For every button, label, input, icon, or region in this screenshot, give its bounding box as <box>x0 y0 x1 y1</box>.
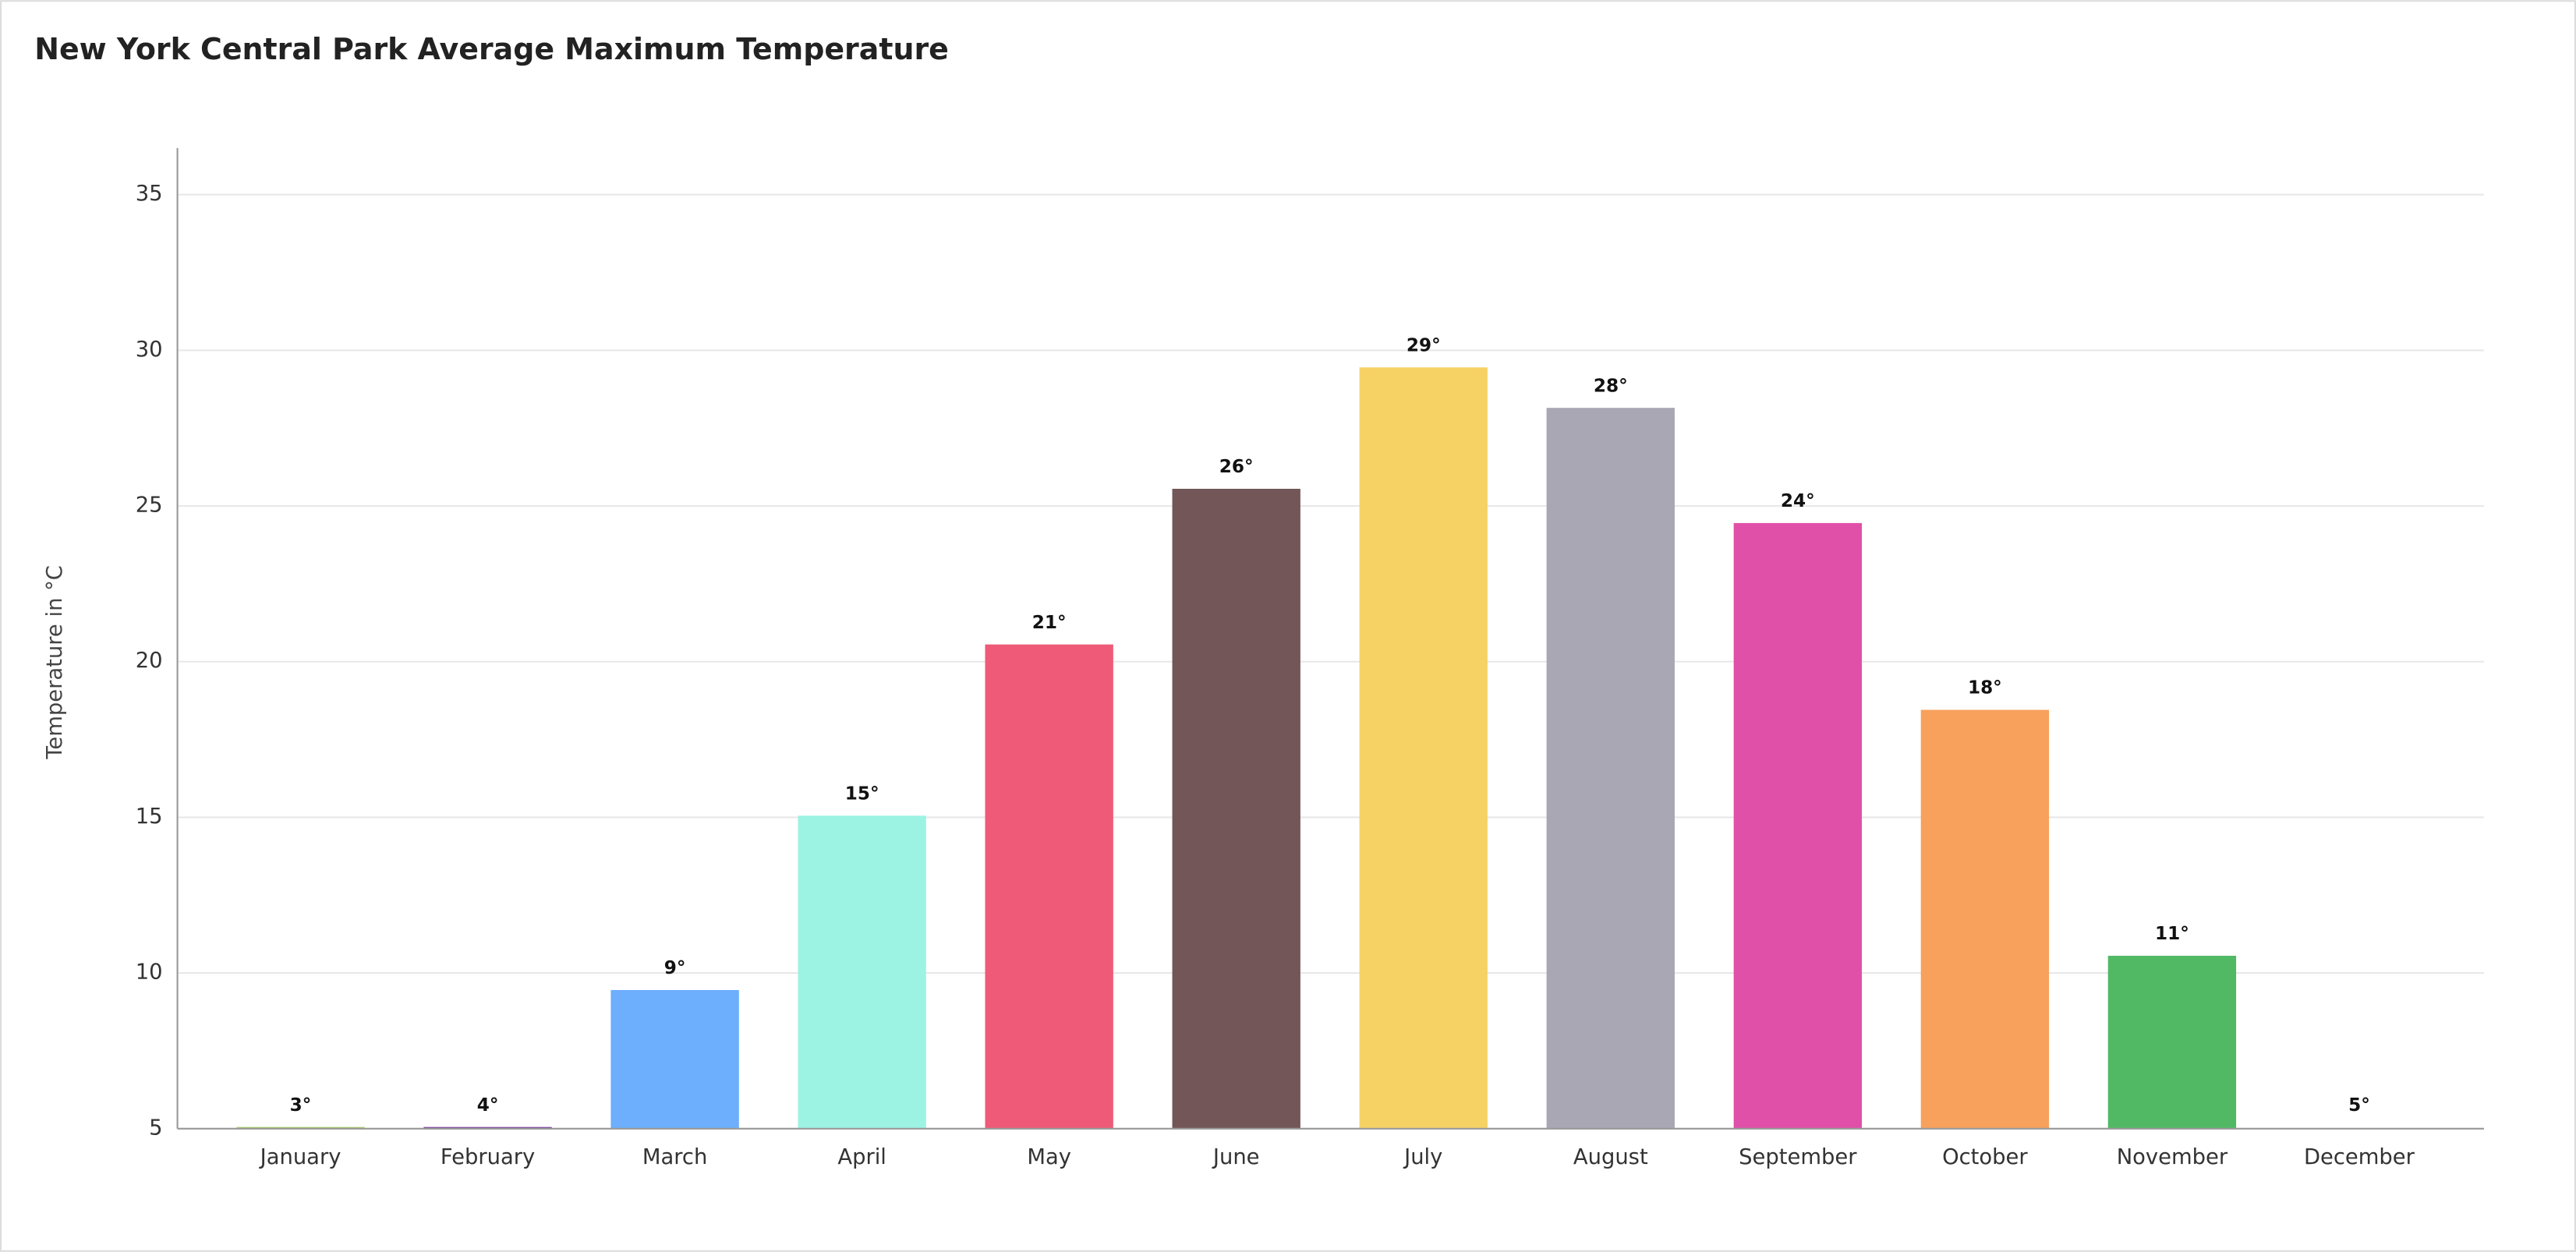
x-tick-label: April <box>837 1145 886 1169</box>
value-label: 24° <box>1781 490 1815 511</box>
y-tick-label: 10 <box>136 960 163 985</box>
value-label: 15° <box>845 783 879 804</box>
bar <box>610 989 739 1129</box>
x-tick-label: August <box>1573 1145 1648 1169</box>
bar <box>1920 709 2050 1129</box>
bar <box>1172 489 1300 1129</box>
x-tick-label: January <box>259 1145 341 1169</box>
value-label: 29° <box>1407 334 1441 355</box>
y-tick-label: 30 <box>136 338 163 362</box>
bar <box>1359 367 1488 1129</box>
bar <box>798 815 926 1129</box>
y-tick-label: 25 <box>136 493 163 518</box>
bar <box>1546 408 1675 1129</box>
value-label: 21° <box>1032 612 1067 633</box>
value-label: 9° <box>664 957 686 978</box>
x-tick-label: June <box>1212 1145 1260 1169</box>
x-tick-label: September <box>1739 1145 1857 1169</box>
x-tick-label: July <box>1403 1145 1442 1169</box>
bar <box>985 644 1113 1129</box>
x-tick-label: May <box>1027 1145 1071 1169</box>
x-tick-label: November <box>2117 1145 2228 1169</box>
y-tick-label: 15 <box>136 805 163 829</box>
bar <box>1733 522 1863 1129</box>
x-tick-label: March <box>642 1145 707 1169</box>
value-label: 5° <box>2348 1095 2370 1116</box>
value-label: 18° <box>1968 677 2002 699</box>
x-tick-label: December <box>2304 1145 2415 1169</box>
chart-title: New York Central Park Average Maximum Te… <box>34 32 949 66</box>
value-label: 3° <box>290 1095 312 1116</box>
y-tick-label: 35 <box>136 182 163 206</box>
y-tick-label: 5 <box>149 1116 162 1140</box>
value-label: 4° <box>477 1095 499 1116</box>
y-axis-title: Temperature in °C <box>43 565 67 760</box>
bar <box>2107 956 2237 1129</box>
x-tick-label: February <box>441 1145 535 1169</box>
x-tick-label: October <box>1942 1145 2028 1169</box>
y-tick-label: 20 <box>136 649 163 673</box>
value-label: 28° <box>1594 375 1628 396</box>
value-label: 11° <box>2155 923 2189 944</box>
value-label: 26° <box>1219 456 1254 477</box>
